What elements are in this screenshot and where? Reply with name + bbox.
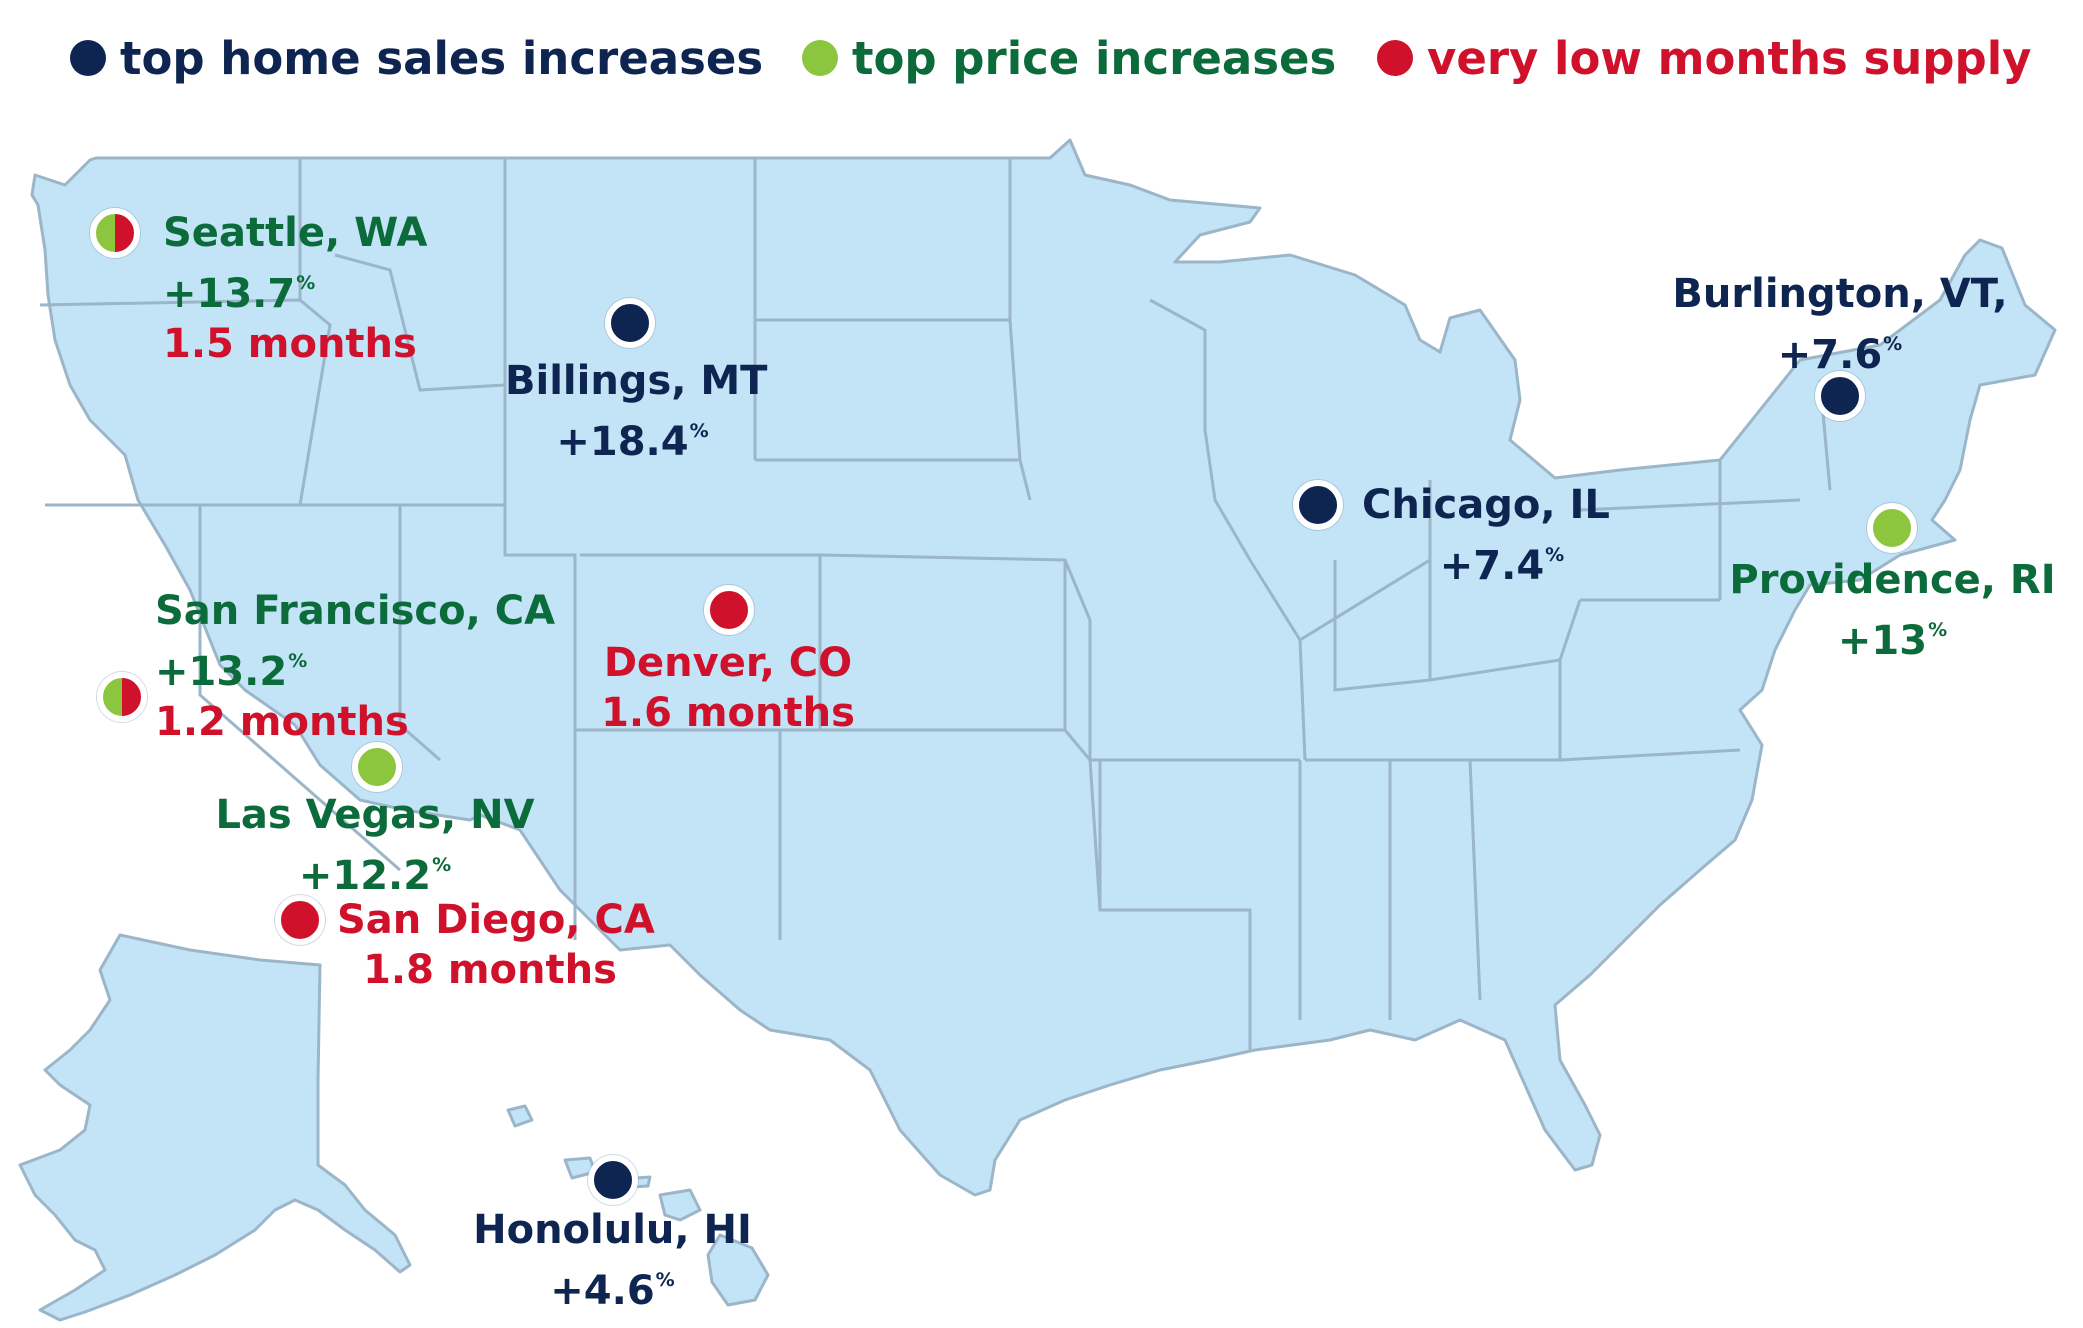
denver-months: 1.6 months xyxy=(601,690,855,736)
san-diego-city: San Diego, CA xyxy=(337,897,655,943)
honolulu-value: +4.6 xyxy=(550,1268,655,1314)
denver-marker-icon xyxy=(704,585,754,635)
border-lines-east xyxy=(1149,298,1832,1020)
denver-label: Denver, CO 1.6 months xyxy=(583,638,873,738)
chicago-value-line: +7.4% xyxy=(1402,530,1602,591)
san-diego-marker-icon xyxy=(275,895,325,945)
burlington-city: Burlington, VT, xyxy=(1672,271,2008,317)
contiguous-us-shape xyxy=(30,138,2057,1197)
las-vegas-marker-icon xyxy=(352,742,402,792)
providence-marker-icon xyxy=(1867,503,1917,553)
seattle-value: +13.7 xyxy=(163,271,296,317)
seattle-city: Seattle, WA xyxy=(163,210,428,256)
chicago-value-label: +7.4% xyxy=(1402,530,1602,591)
providence-city: Providence, RI xyxy=(1729,557,2056,603)
burlington-value: +7.6 xyxy=(1777,332,1883,378)
burlington-unit: % xyxy=(1883,333,1903,355)
san-francisco-city: San Francisco, CA xyxy=(155,588,556,634)
chicago-city-label: Chicago, IL xyxy=(1362,480,1610,530)
honolulu-marker-icon xyxy=(588,1155,638,1205)
san-diego-months: 1.8 months xyxy=(363,947,617,993)
supply-dot-icon xyxy=(1377,40,1413,76)
billings-value-line: +18.4% xyxy=(505,406,760,467)
chicago-unit: % xyxy=(1545,544,1565,566)
san-francisco-label: San Francisco, CA +13.2% 1.2 months xyxy=(155,586,555,747)
san-diego-city-label: San Diego, CA xyxy=(337,895,655,945)
legend-label-sales: top home sales increases xyxy=(120,31,764,85)
las-vegas-value: +12.2 xyxy=(298,853,432,899)
billings-unit: % xyxy=(689,420,709,442)
seattle-value-line: +13.7% xyxy=(163,258,427,319)
chicago-marker-icon xyxy=(1293,480,1343,530)
billings-city: Billings, MT xyxy=(505,358,768,404)
sales-dot-icon xyxy=(70,40,106,76)
border-lines-central xyxy=(753,158,1300,1050)
san-francisco-split-marker-icon xyxy=(97,672,147,722)
denver-city: Denver, CO xyxy=(603,640,853,686)
san-francisco-unit: % xyxy=(288,650,308,672)
san-francisco-value: +13.2 xyxy=(155,649,288,695)
legend-item-price: top price increases xyxy=(802,30,1336,86)
legend-label-supply: very low months supply xyxy=(1427,31,2032,85)
honolulu-label: Honolulu, HI +4.6% xyxy=(465,1205,760,1316)
seattle-months: 1.5 months xyxy=(163,321,417,367)
providence-unit: % xyxy=(1928,619,1948,641)
billings-marker-icon xyxy=(605,298,655,348)
hawaii-kauai xyxy=(506,1104,534,1128)
providence-label: Providence, RI +13% xyxy=(1725,555,2060,666)
seattle-unit: % xyxy=(296,272,316,294)
san-francisco-months: 1.2 months xyxy=(155,699,409,745)
legend-item-supply: very low months supply xyxy=(1377,30,2031,86)
hawaii-big-island xyxy=(706,1233,770,1307)
state-borders xyxy=(39,158,1832,1050)
san-diego-months-label: 1.8 months xyxy=(360,945,620,995)
hawaii-maui xyxy=(658,1188,702,1222)
las-vegas-value-line: +12.2% xyxy=(215,840,535,901)
chicago-value: +7.4 xyxy=(1439,543,1545,589)
honolulu-value-line: +4.6% xyxy=(465,1255,760,1316)
las-vegas-unit: % xyxy=(432,854,452,876)
honolulu-city: Honolulu, HI xyxy=(473,1207,752,1253)
las-vegas-label: Las Vegas, NV +12.2% xyxy=(215,790,535,901)
las-vegas-city: Las Vegas, NV xyxy=(215,792,535,838)
legend-item-sales: top home sales increases xyxy=(70,30,763,86)
providence-value: +13 xyxy=(1837,618,1928,664)
seattle-label: Seattle, WA +13.7% 1.5 months xyxy=(163,208,427,369)
burlington-label: Burlington, VT, +7.6% xyxy=(1670,269,2010,380)
burlington-value-line: +7.6% xyxy=(1670,319,2010,380)
us-landmass xyxy=(18,138,2057,1322)
price-dot-icon xyxy=(802,40,838,76)
providence-value-line: +13% xyxy=(1725,605,2060,666)
honolulu-unit: % xyxy=(655,1269,675,1291)
chicago-city: Chicago, IL xyxy=(1362,482,1610,528)
alaska-shape xyxy=(18,933,412,1322)
billings-value: +18.4 xyxy=(556,419,689,465)
border-lines-west xyxy=(39,158,822,940)
billings-label: Billings, MT +18.4% xyxy=(505,356,768,467)
legend-label-price: top price increases xyxy=(852,31,1337,85)
burlington-marker-icon xyxy=(1815,371,1865,421)
seattle-split-marker-icon xyxy=(90,208,140,258)
san-francisco-value-line: +13.2% xyxy=(155,636,555,697)
